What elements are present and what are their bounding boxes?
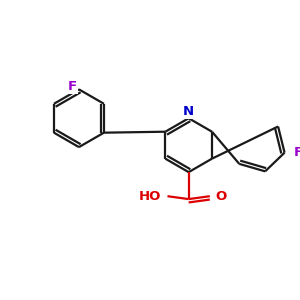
Text: O: O	[216, 190, 227, 203]
Text: F: F	[293, 146, 300, 159]
Text: F: F	[68, 80, 77, 93]
Text: HO: HO	[138, 190, 161, 203]
Text: N: N	[183, 105, 194, 118]
